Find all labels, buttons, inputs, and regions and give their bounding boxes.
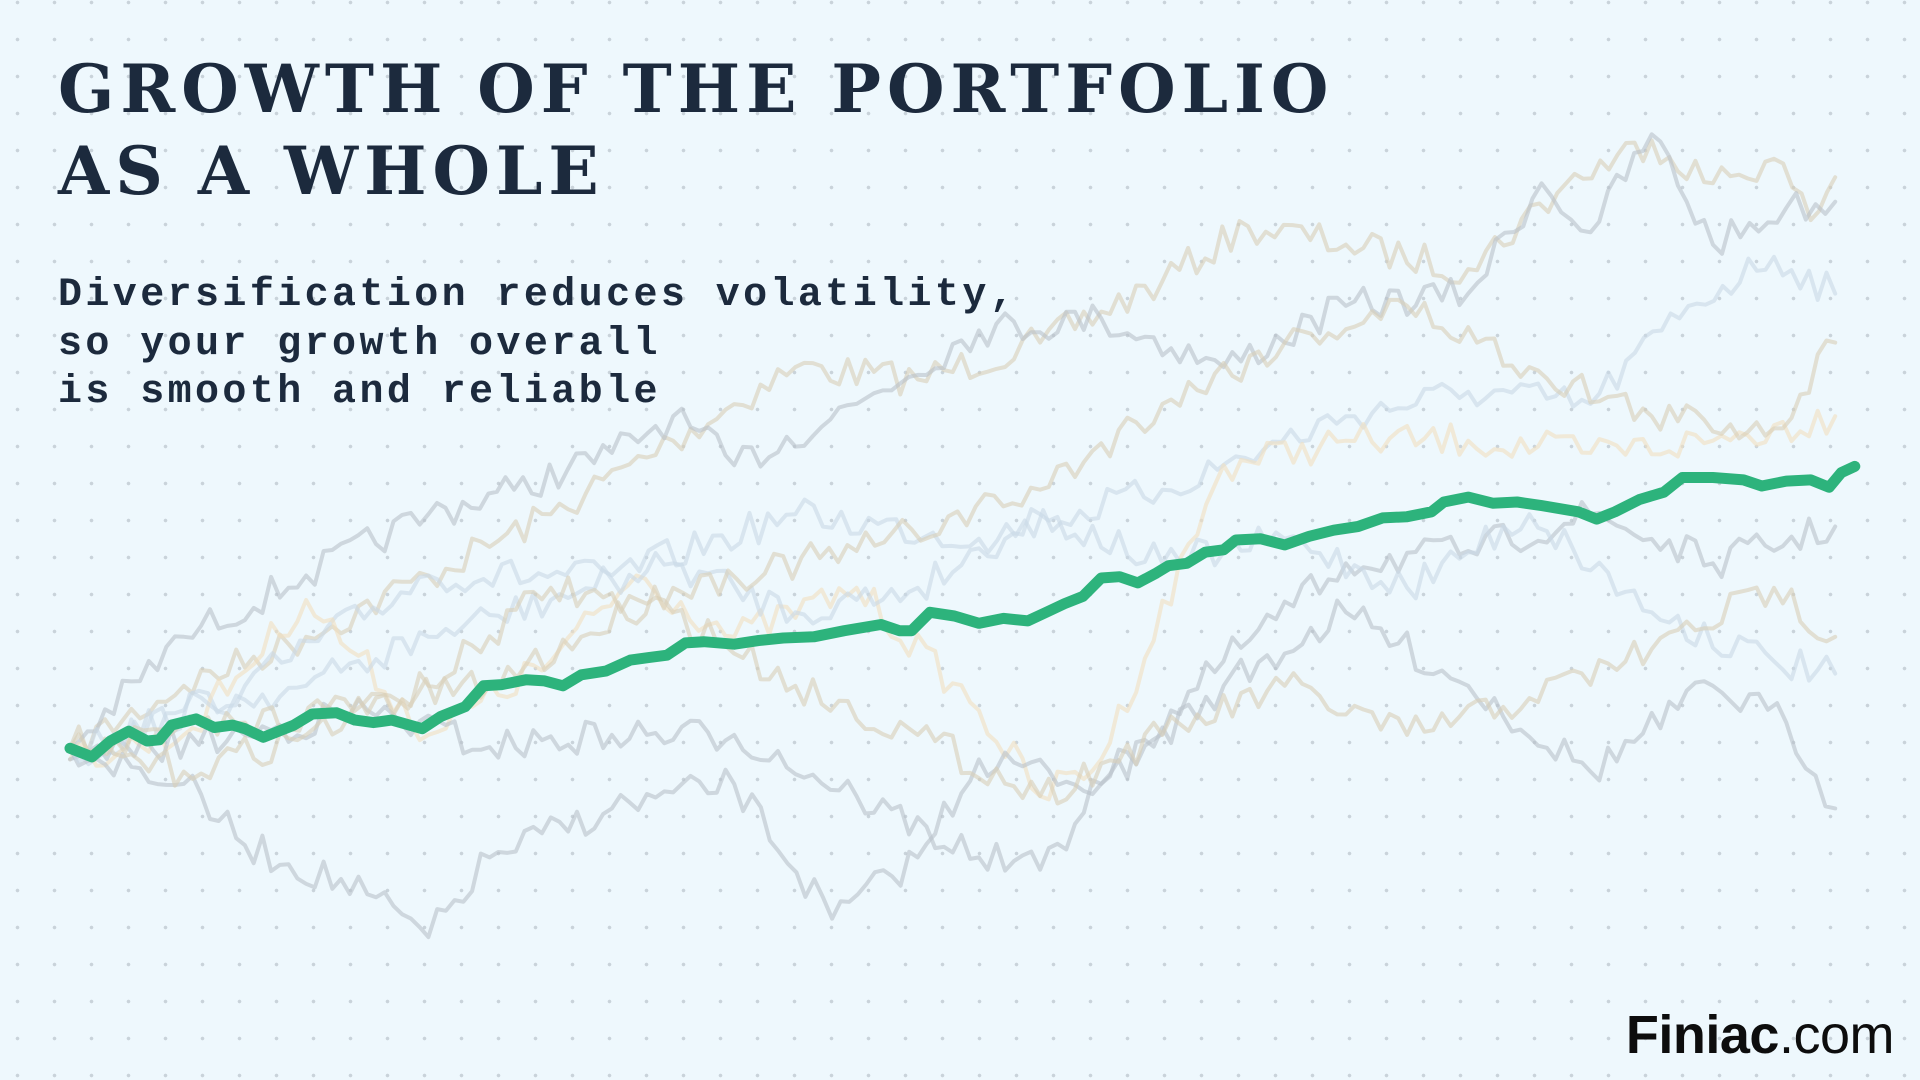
subtitle-line-2: so your growth overall	[58, 321, 661, 367]
asset-line-8	[68, 575, 1838, 806]
asset-line-3	[68, 254, 1838, 767]
asset-line-1	[68, 138, 1838, 755]
asset-line-9	[68, 297, 1838, 756]
finiac-logo: Finiac.com	[1625, 1004, 1895, 1066]
subtitle-line-3: is smooth and reliable	[58, 370, 661, 415]
asset-line-2	[68, 132, 1838, 751]
page-title: GROWTH OF THE PORTFOLIO AS A WHOLE	[58, 48, 1334, 212]
title-line-2: AS A WHOLE	[58, 132, 605, 210]
portfolio-line-group	[64, 460, 1861, 763]
logo-suffix: .com	[1778, 1005, 1895, 1065]
asset-line-7	[68, 507, 1838, 764]
subtitle: Diversification reduces volatility, so y…	[58, 272, 1017, 418]
asset-lines	[68, 132, 1838, 940]
asset-line-4	[68, 408, 1838, 802]
logo-brand: Finiac	[1625, 1005, 1780, 1065]
title-line-1: GROWTH OF THE PORTFOLIO	[58, 50, 1335, 128]
asset-line-5	[68, 500, 1838, 940]
portfolio-line	[64, 460, 1861, 763]
subtitle-line-1: Diversification reduces volatility,	[58, 273, 1018, 318]
